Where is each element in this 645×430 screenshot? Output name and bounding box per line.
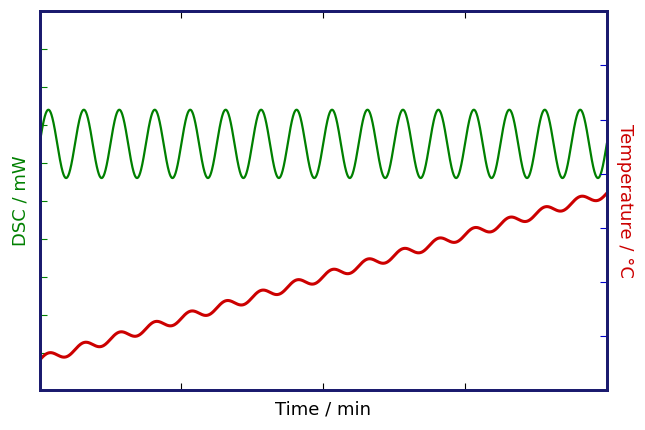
Y-axis label: Temperature / °C: Temperature / °C <box>616 124 634 278</box>
Y-axis label: DSC / mW: DSC / mW <box>11 156 29 246</box>
X-axis label: Time / min: Time / min <box>275 401 371 419</box>
